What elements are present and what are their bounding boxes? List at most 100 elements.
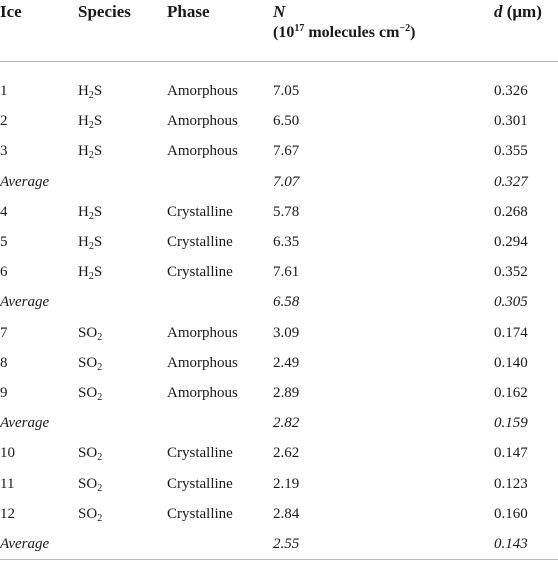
cell-thickness: 0.305 <box>494 294 528 311</box>
cell-thickness: 0.143 <box>494 528 558 560</box>
header-column-density: N (1017 molecules cm−2) <box>273 0 494 62</box>
cell-phase: Crystalline <box>167 475 233 492</box>
cell-ice: 10 <box>0 445 15 462</box>
cell-column-density: 6.35 <box>273 234 300 251</box>
cell-ice: 3 <box>0 143 8 160</box>
table-row: 8 SO2 Amorphous 2.49 0.140 <box>0 348 558 378</box>
cell-thickness: 0.123 <box>494 475 528 492</box>
cell-ice: 12 <box>0 505 15 522</box>
species-base: H <box>78 234 89 251</box>
species-base: H <box>78 143 89 160</box>
species-subscript: 2 <box>88 241 94 253</box>
species-subscript: 2 <box>88 210 94 222</box>
species-subscript: 2 <box>97 482 103 494</box>
header-n-unit-suffix: ) <box>410 24 416 41</box>
cell-species <box>78 408 167 438</box>
cell-thickness: 0.327 <box>494 173 528 190</box>
cell-thickness: 0.355 <box>494 143 528 160</box>
table-row: 10 SO2 Crystalline 2.62 0.147 <box>0 438 558 468</box>
cell-thickness: 0.162 <box>494 384 528 401</box>
table-row: 1 H2S Amorphous 7.05 0.326 <box>0 76 558 106</box>
cell-column-density: 6.50 <box>273 113 300 130</box>
cell-ice: 11 <box>0 475 15 492</box>
species-subscript: 2 <box>88 150 94 162</box>
cell-species: H2S <box>78 257 167 287</box>
cell-column-density: 7.67 <box>273 143 300 160</box>
cell-thickness: 0.160 <box>494 505 528 522</box>
cell-thickness: 0.268 <box>494 203 528 220</box>
cell-phase: Crystalline <box>167 234 233 251</box>
cell-phase: Crystalline <box>167 203 233 220</box>
species-rest: S <box>93 234 103 251</box>
cell-ice: 7 <box>0 324 8 341</box>
species-base: SO <box>78 475 98 492</box>
cell-column-density: 2.62 <box>273 445 300 462</box>
cell-phase <box>167 408 273 438</box>
table-row: 5 H2S Crystalline 6.35 0.294 <box>0 227 558 257</box>
cell-ice: 2 <box>0 113 8 130</box>
species-rest: S <box>93 203 103 220</box>
cell-thickness: 0.294 <box>494 234 528 251</box>
cell-ice: Average <box>0 173 50 190</box>
cell-phase: Amorphous <box>167 384 238 401</box>
table-row: 2 H2S Amorphous 6.50 0.301 <box>0 106 558 136</box>
cell-species: H2S <box>78 136 167 166</box>
cell-species: H2S <box>78 106 167 136</box>
header-phase: Phase <box>167 0 273 62</box>
table-row-average: Average 2.55 0.143 <box>0 528 558 560</box>
cell-phase: Amorphous <box>167 113 238 130</box>
cell-thickness: 0.147 <box>494 445 528 462</box>
header-ice: Ice <box>0 0 78 62</box>
cell-ice: 8 <box>0 354 8 371</box>
cell-ice: 5 <box>0 234 8 251</box>
cell-species <box>78 287 167 317</box>
species-subscript: 2 <box>97 391 103 403</box>
header-species-label: Species <box>78 2 131 21</box>
cell-column-density: 5.78 <box>273 203 300 220</box>
header-n-unit: (1017 molecules cm−2) <box>273 22 494 43</box>
cell-species: H2S <box>78 76 167 106</box>
cell-phase <box>167 528 273 560</box>
header-n-symbol: N <box>273 2 286 21</box>
header-d-symbol: d <box>494 2 503 21</box>
header-n-unit-exp2: −2 <box>399 23 411 34</box>
species-subscript: 2 <box>97 452 103 464</box>
species-base: H <box>78 83 89 100</box>
cell-column-density: 2.49 <box>273 354 300 371</box>
header-phase-label: Phase <box>167 2 210 21</box>
cell-species: H2S <box>78 197 167 227</box>
table-row: 9 SO2 Amorphous 2.89 0.162 <box>0 378 558 408</box>
header-spacer <box>0 62 558 77</box>
cell-ice: 6 <box>0 264 8 281</box>
species-subscript: 2 <box>88 120 94 132</box>
species-rest: S <box>93 264 103 281</box>
header-n-unit-prefix: (10 <box>273 24 295 41</box>
species-base: SO <box>78 384 98 401</box>
table-row-average: Average 6.58 0.305 <box>0 287 558 317</box>
species-subscript: 2 <box>97 331 103 343</box>
cell-column-density: 2.89 <box>273 384 300 401</box>
cell-phase: Crystalline <box>167 264 233 281</box>
cell-column-density: 7.61 <box>273 264 300 281</box>
table-row: 4 H2S Crystalline 5.78 0.268 <box>0 197 558 227</box>
cell-column-density: 2.82 <box>273 415 300 432</box>
species-base: H <box>78 113 89 130</box>
cell-ice: Average <box>0 294 50 311</box>
table-row-average: Average 2.82 0.159 <box>0 408 558 438</box>
cell-species <box>78 167 167 197</box>
cell-species: SO2 <box>78 378 167 408</box>
cell-species: SO2 <box>78 438 167 468</box>
cell-thickness: 0.140 <box>494 354 528 371</box>
species-base: H <box>78 264 89 281</box>
cell-column-density: 6.58 <box>273 294 300 311</box>
header-row: Ice Species Phase N (1017 molecules cm−2… <box>0 0 558 62</box>
cell-phase <box>167 167 273 197</box>
cell-phase: Crystalline <box>167 445 233 462</box>
cell-column-density: 7.07 <box>273 173 300 190</box>
cell-species: SO2 <box>78 348 167 378</box>
table-header: Ice Species Phase N (1017 molecules cm−2… <box>0 0 558 62</box>
cell-column-density: 2.84 <box>273 505 300 522</box>
table-row: 12 SO2 Crystalline 2.84 0.160 <box>0 499 558 529</box>
header-d-label: d (μm) <box>494 0 558 22</box>
